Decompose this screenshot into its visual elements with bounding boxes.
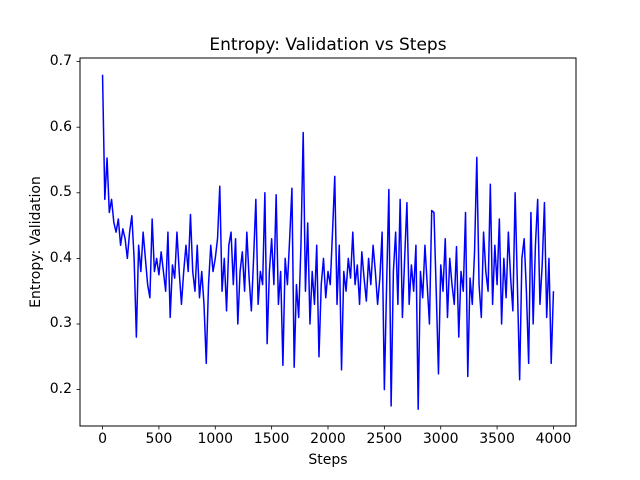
y-tick-label: 0.5 [49,184,72,201]
x-tick-label: 3500 [479,431,515,447]
y-tick-label: 0.7 [49,53,72,70]
series-line [101,74,555,411]
axes-spines [79,57,577,427]
x-tick-label: 1000 [197,431,234,447]
y-tick-label: 0.3 [49,315,72,332]
x-tick-label: 3000 [422,431,459,447]
x-tick-label: 0 [98,431,107,447]
x-tick-label: 1500 [253,431,290,447]
y-tick-label: 0.4 [49,249,72,266]
x-tick-label: 2500 [366,431,403,447]
x-tick-label: 500 [145,431,173,447]
y-tick-label: 0.6 [49,118,72,135]
y-tick-label: 0.2 [49,381,72,398]
x-axis-label: Steps [308,452,348,468]
x-tick-label: 2000 [310,431,346,447]
x-tick-label: 4000 [535,431,572,447]
chart-title: Entropy: Validation vs Steps [209,35,447,55]
